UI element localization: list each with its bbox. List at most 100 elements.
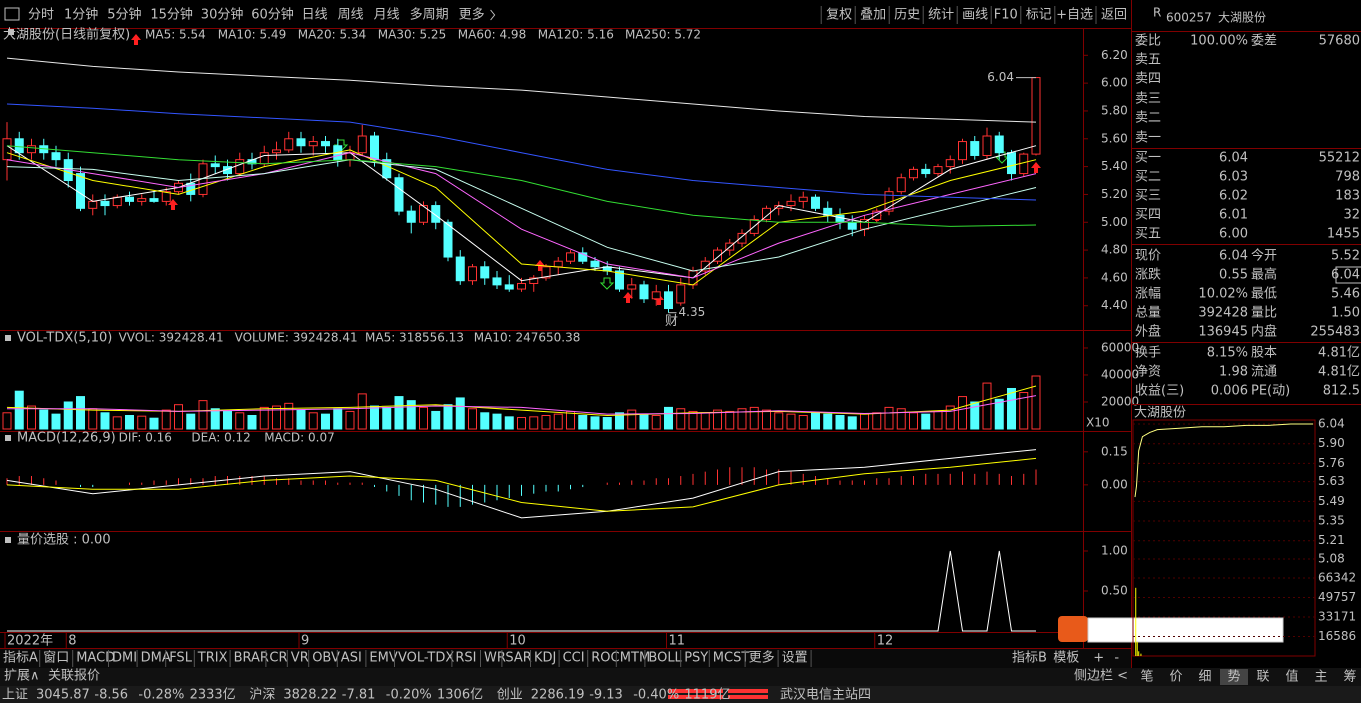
candle-body bbox=[541, 266, 551, 279]
indicator-value: DIF: 0.16 bbox=[119, 431, 172, 445]
toolbar-action[interactable]: +自选 bbox=[1056, 8, 1093, 23]
volume-bar bbox=[602, 417, 612, 430]
ext-tab[interactable]: 扩展∧ bbox=[4, 669, 40, 684]
indicator-tab[interactable]: RSI bbox=[455, 651, 476, 666]
indicator-tab[interactable]: 模板 bbox=[1053, 651, 1079, 666]
candle-body bbox=[88, 200, 98, 209]
toolbar-action[interactable]: F10 bbox=[994, 8, 1018, 23]
indicator-tab[interactable]: KDJ bbox=[534, 651, 556, 666]
toolbar-action[interactable]: 历史 bbox=[894, 8, 920, 23]
indicator-tab[interactable]: BRAR bbox=[234, 651, 269, 666]
volume-bar bbox=[933, 410, 943, 430]
candle-body bbox=[112, 196, 122, 207]
quote-cell: 6.01 bbox=[1219, 208, 1248, 223]
volume-bar bbox=[272, 405, 281, 430]
indicator-tab[interactable]: BOLL bbox=[648, 651, 682, 666]
quote-cell: 6.02 bbox=[1219, 189, 1248, 204]
ime-toolbar[interactable] bbox=[1087, 617, 1284, 643]
y2-tick-label: 49757 bbox=[1318, 590, 1356, 604]
toolbar-action[interactable]: 叠加 bbox=[860, 8, 886, 23]
ime-logo[interactable] bbox=[1058, 616, 1088, 642]
x-tick-label: 8 bbox=[68, 634, 76, 649]
indicator-tab[interactable]: CR bbox=[269, 651, 287, 666]
side-tab[interactable]: 细 bbox=[1198, 670, 1211, 685]
ext-tab[interactable]: 关联报价 bbox=[48, 669, 100, 684]
extension-bar bbox=[0, 668, 1361, 686]
indicator-value: MA10: 247650.38 bbox=[474, 331, 581, 345]
quote-cell: 换手 bbox=[1135, 346, 1161, 361]
volume-bar bbox=[480, 412, 490, 430]
period-tab[interactable]: 15分钟 bbox=[150, 7, 193, 23]
volume-bar bbox=[370, 405, 379, 430]
indicator-tab[interactable]: EMV bbox=[369, 651, 397, 666]
period-tab[interactable]: 30分钟 bbox=[201, 7, 244, 23]
period-tab[interactable]: 周线 bbox=[338, 8, 364, 23]
indicator-value: VOLUME: 392428.41 bbox=[235, 331, 358, 345]
candle-body bbox=[504, 284, 514, 290]
x-tick-label: 9 bbox=[301, 634, 309, 649]
indicator-tab[interactable]: TRIX bbox=[197, 651, 228, 666]
indicator-tab[interactable]: ASI bbox=[341, 651, 362, 666]
indicator-tab[interactable]: ROC bbox=[591, 651, 619, 666]
y-tick-label: 5.80 bbox=[1101, 103, 1128, 117]
candle-body bbox=[798, 196, 808, 202]
x-tick-label: 12 bbox=[877, 634, 894, 649]
indicator-tab[interactable]: DMA bbox=[141, 651, 171, 666]
indicator-tab[interactable]: MTM bbox=[620, 651, 650, 666]
indicator-tab[interactable]: 窗口 bbox=[43, 650, 69, 666]
indicator-tab[interactable]: 指标B bbox=[1012, 651, 1047, 666]
indicator-tab[interactable]: PSY bbox=[684, 651, 708, 666]
period-tab[interactable]: 5分钟 bbox=[107, 7, 141, 23]
toolbar-action[interactable]: 复权 bbox=[826, 7, 852, 23]
indicator-tab[interactable]: MCST bbox=[713, 651, 750, 666]
indicator-tab[interactable]: 指标A bbox=[3, 651, 38, 666]
indicator-tab[interactable]: 更多 bbox=[749, 650, 775, 666]
side-tab[interactable]: 势 bbox=[1227, 669, 1240, 685]
period-tab[interactable]: 月线 bbox=[374, 8, 400, 23]
indicator-tab[interactable]: - bbox=[1114, 651, 1119, 666]
y-tick-label: 4.40 bbox=[1101, 298, 1128, 312]
period-tab[interactable]: 多周期 bbox=[410, 7, 449, 23]
period-tab[interactable]: 1分钟 bbox=[64, 7, 98, 23]
indicator-tab[interactable]: WR bbox=[484, 651, 506, 666]
side-tab[interactable]: 主 bbox=[1314, 670, 1327, 685]
volume-bar bbox=[296, 409, 306, 430]
side-tab[interactable]: 联 bbox=[1256, 670, 1269, 685]
side-tab[interactable]: 筹 bbox=[1343, 669, 1356, 685]
period-tab[interactable]: 日线 bbox=[302, 8, 328, 23]
indicator-tab[interactable]: DMI bbox=[112, 651, 137, 666]
indicator-tab[interactable]: + bbox=[1093, 651, 1104, 666]
candle-body bbox=[578, 252, 588, 262]
indicator-tab[interactable]: CCI bbox=[563, 651, 585, 666]
quote-cell: 6.03 bbox=[1219, 170, 1248, 185]
volume-bar bbox=[161, 409, 171, 430]
volume-bar bbox=[174, 404, 183, 430]
side-tab[interactable]: 值 bbox=[1285, 669, 1298, 685]
quote-cell: 5.46 bbox=[1331, 287, 1360, 302]
quote-cell: 183 bbox=[1335, 189, 1360, 204]
period-tab[interactable]: 分时 bbox=[28, 8, 54, 23]
indicator-tab[interactable]: SAR bbox=[505, 651, 531, 666]
indicator-tab[interactable]: 设置 bbox=[782, 651, 808, 666]
indicator-tab[interactable]: FSL bbox=[169, 651, 193, 666]
toolbar-action[interactable]: 画线 bbox=[962, 8, 988, 23]
toolbar-icon[interactable] bbox=[4, 7, 20, 21]
side-tab[interactable]: 价 bbox=[1169, 670, 1182, 685]
candle-body bbox=[394, 177, 404, 212]
sidebar-toggle[interactable]: 侧边栏 < bbox=[1074, 669, 1128, 684]
period-tab[interactable]: 更多 bbox=[459, 7, 485, 23]
indicator-tab[interactable]: MACD bbox=[76, 651, 115, 666]
toolbar-action[interactable]: 标记 bbox=[1026, 8, 1052, 23]
candle-body bbox=[370, 135, 379, 161]
indicator-tab[interactable]: VOL-TDX bbox=[398, 651, 454, 666]
candle-body bbox=[137, 198, 147, 202]
toolbar-action[interactable]: 返回 bbox=[1101, 8, 1127, 23]
quote-cell: 6.04 bbox=[1219, 151, 1248, 166]
toolbar-action[interactable]: 统计 bbox=[928, 8, 954, 23]
indicator-tab[interactable]: VR bbox=[291, 651, 309, 666]
side-tab[interactable]: 笔 bbox=[1140, 669, 1153, 685]
indicator-tab[interactable]: OBV bbox=[312, 651, 340, 666]
period-tab[interactable]: 60分钟 bbox=[251, 7, 294, 23]
